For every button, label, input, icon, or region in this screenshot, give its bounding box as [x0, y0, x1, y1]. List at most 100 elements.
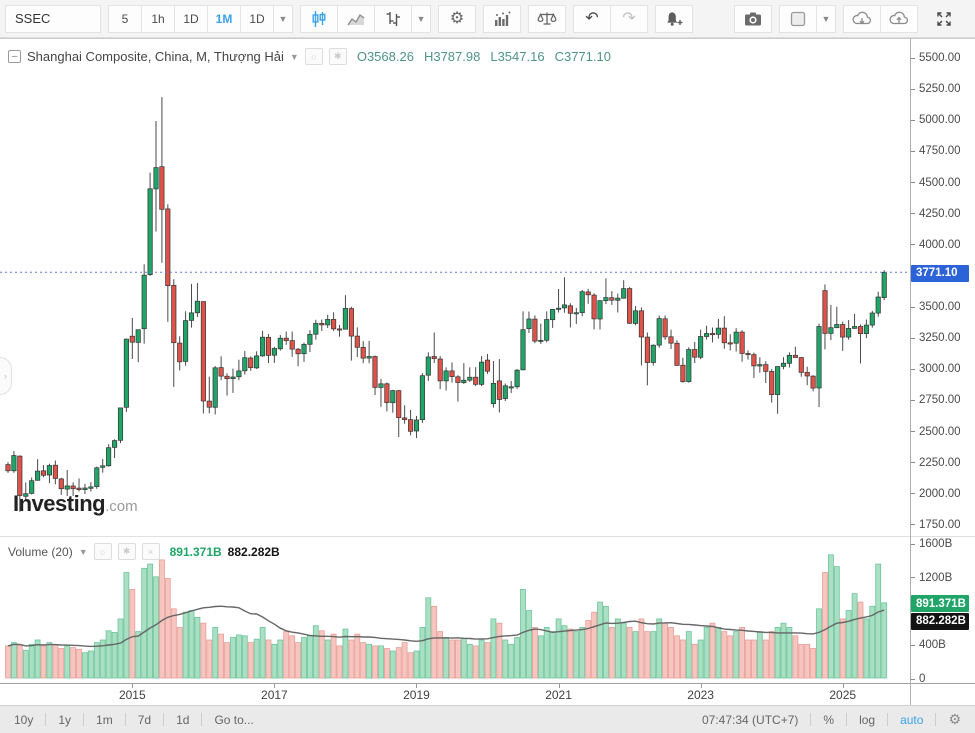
separator: [45, 713, 47, 726]
separator: [83, 713, 85, 726]
volume-visibility-icon[interactable]: ○: [93, 543, 112, 560]
redo-button[interactable]: ↷: [610, 4, 648, 33]
range-button-10y[interactable]: 10y: [14, 712, 34, 727]
chart-area: – Shanghai Composite, China, M, Thượng H…: [0, 38, 975, 705]
year-tick: [416, 684, 418, 688]
candlestick-plot[interactable]: [0, 39, 910, 536]
indicators-icon: [494, 11, 510, 26]
axis-tick-label: 3250.00: [911, 331, 961, 345]
year-tick: [558, 684, 560, 688]
axis-tick-label: 4250.00: [911, 207, 961, 221]
interval-button-1M-active[interactable]: 1M: [207, 4, 241, 33]
ohlc-bars-icon: [386, 11, 400, 26]
volume-legend: Volume (20) ▼ ○ ✱ × 891.371B 882.282B: [8, 543, 280, 560]
auto-scale-button[interactable]: auto: [900, 712, 924, 727]
chart-type-area-button[interactable]: [337, 4, 375, 33]
candles: [5, 97, 887, 512]
range-button-7d[interactable]: 7d: [137, 712, 152, 727]
year-label-2023: 2023: [687, 688, 714, 702]
year-label-2021: 2021: [545, 688, 572, 702]
year-tick: [132, 684, 134, 688]
goto-button[interactable]: Go to...: [214, 712, 254, 727]
layout-dropdown-caret[interactable]: ▼: [816, 4, 836, 33]
price-axis[interactable]: 5500.00 5250.00 5000.00 4750.00 4500.00 4250.…: [910, 38, 975, 705]
legend-visibility-icon[interactable]: ○: [304, 48, 323, 65]
range-button-1y[interactable]: 1y: [58, 712, 72, 727]
axis-tick-label: 400B: [911, 638, 946, 652]
axis-tick-label: 2000.00: [911, 487, 961, 501]
fullscreen-icon: [937, 11, 951, 26]
separator: [163, 713, 165, 726]
load-layout-button[interactable]: [843, 4, 881, 33]
close-value: 3771.10: [563, 49, 611, 64]
interval-button-5[interactable]: 5: [108, 4, 142, 33]
range-button-1d[interactable]: 1d: [176, 712, 190, 727]
axis-tick-label: 1750.00: [911, 518, 961, 532]
volume-current-value: 891.371B: [169, 544, 222, 559]
area-chart-icon: [347, 13, 365, 25]
axis-tick-label: 5250.00: [911, 82, 961, 96]
year-label-2017: 2017: [261, 688, 288, 702]
axis-tick-label: 0: [911, 672, 925, 686]
drawing-toolbar-toggle[interactable]: ›: [0, 357, 12, 395]
collapse-pane-icon[interactable]: –: [8, 50, 21, 63]
chart-panes[interactable]: – Shanghai Composite, China, M, Thượng H…: [0, 38, 910, 705]
time-axis[interactable]: 2015 2017 2019 2021 2023 2025: [0, 683, 910, 705]
year-tick: [700, 684, 702, 688]
axis-tick-label: 5000.00: [911, 113, 961, 127]
ohlc-readout: O3568.26 H3787.98 L3547.16 C3771.10: [356, 49, 611, 64]
axis-tick-label: 2250.00: [911, 456, 961, 470]
axis-tick-label: 4500.00: [911, 176, 961, 190]
year-tick: [274, 684, 276, 688]
snapshot-button[interactable]: [734, 4, 772, 33]
undo-button[interactable]: ↶: [573, 4, 611, 33]
percent-scale-button[interactable]: %: [823, 712, 835, 727]
fullscreen-button[interactable]: [925, 5, 963, 33]
watermark-brand: Investing: [13, 491, 106, 516]
interval-dropdown-caret[interactable]: ▼: [273, 4, 293, 33]
interval-button-1h[interactable]: 1h: [141, 4, 175, 33]
clock[interactable]: 07:47:34 (UTC+7): [702, 712, 799, 727]
gear-icon: ⚙: [449, 9, 465, 27]
volume-settings-icon[interactable]: ✱: [117, 543, 136, 560]
log-scale-button[interactable]: log: [859, 712, 876, 727]
redo-arrow-icon: ↷: [622, 9, 636, 27]
volume-current-badge: 891.371B: [911, 595, 969, 613]
compare-button[interactable]: [528, 4, 566, 33]
top-toolbar: SSEC 5 1h 1D 1M 1D ▼ ▼: [0, 0, 975, 38]
axis-tick-label: 1200B: [911, 571, 952, 585]
legend-settings-icon[interactable]: ✱: [328, 48, 347, 65]
axis-tick-label: 4750.00: [911, 144, 961, 158]
interval-button-1D[interactable]: 1D: [240, 4, 274, 33]
year-label-2025: 2025: [829, 688, 857, 702]
axis-tick-label: 5500.00: [911, 51, 961, 65]
investing-watermark: Investing.com: [13, 491, 138, 517]
add-alert-button[interactable]: [655, 4, 693, 33]
instrument-title[interactable]: Shanghai Composite, China, M, Thượng Hải: [27, 49, 284, 64]
scales-icon: [537, 12, 557, 25]
interval-button-1D[interactable]: 1D: [174, 4, 208, 33]
separator: [124, 713, 126, 726]
bell-plus-icon: [667, 11, 683, 26]
bottom-toolbar: 10y 1y 1m 7d 1d Go to... 07:47:34 (UTC+7) % …: [0, 705, 975, 733]
chart-type-dropdown-caret[interactable]: ▼: [411, 4, 431, 33]
save-layout-button[interactable]: [880, 4, 918, 33]
bottom-settings-gear-icon[interactable]: ⚙: [948, 711, 961, 727]
camera-icon: [745, 12, 761, 25]
axis-tick-label: 3500.00: [911, 300, 961, 314]
symbol-input[interactable]: SSEC: [5, 4, 101, 33]
pane-separator[interactable]: [0, 536, 910, 537]
chart-type-bars-button[interactable]: [374, 4, 412, 33]
range-button-1m[interactable]: 1m: [96, 712, 113, 727]
volume-plot[interactable]: [0, 537, 910, 683]
chart-settings-button[interactable]: ⚙: [438, 4, 476, 33]
separator: [201, 713, 203, 726]
chart-type-candlestick-button[interactable]: [300, 4, 338, 33]
interval-button-group: 5 1h 1D 1M 1D ▼: [108, 4, 293, 33]
volume-remove-icon[interactable]: ×: [141, 543, 160, 560]
layout-button[interactable]: [779, 4, 817, 33]
volume-indicator-title[interactable]: Volume (20): [8, 544, 73, 559]
indicators-button[interactable]: [483, 4, 521, 33]
volume-legend-caret-icon[interactable]: ▼: [78, 546, 88, 557]
legend-caret-icon[interactable]: ▼: [289, 51, 299, 62]
